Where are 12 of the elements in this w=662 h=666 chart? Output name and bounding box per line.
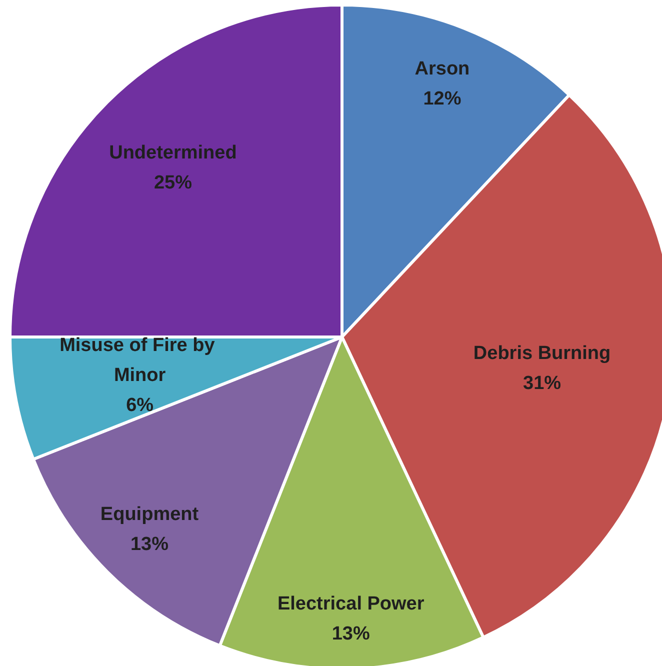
slice-label: Misuse of Fire by Minor bbox=[60, 335, 220, 386]
slice-label: Electrical Power bbox=[277, 594, 425, 615]
data-label: 13% bbox=[332, 624, 370, 645]
data-label: 12% bbox=[423, 88, 462, 110]
data-label: 31% bbox=[523, 373, 562, 394]
slice-label: Undetermined bbox=[109, 142, 237, 164]
slice-label: Equipment bbox=[100, 504, 200, 526]
slice-label: Arson bbox=[414, 58, 470, 80]
data-label: 6% bbox=[126, 395, 154, 416]
slice-label: Debris Burning bbox=[473, 343, 611, 364]
data-label: 25% bbox=[154, 172, 192, 194]
data-label: 13% bbox=[130, 534, 169, 556]
